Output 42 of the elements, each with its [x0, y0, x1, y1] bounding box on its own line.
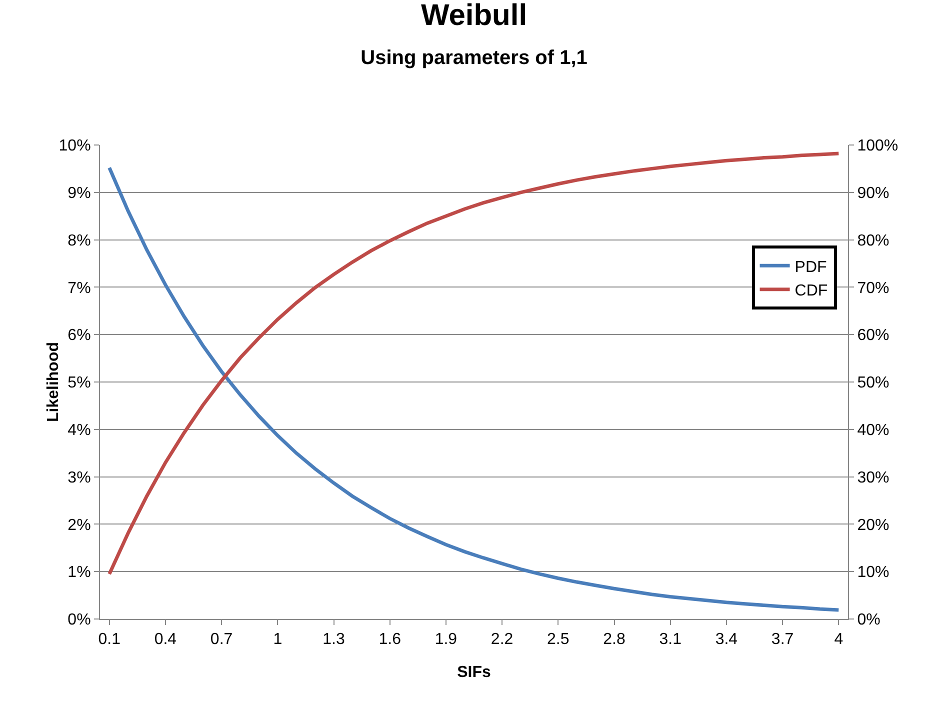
x-tick-label: 3.1	[659, 631, 682, 648]
y2-tick-label: 80%	[857, 232, 890, 250]
x-tick-label: 0.7	[210, 631, 233, 648]
y2-tick-label: 10%	[857, 564, 890, 582]
y-tick-label: 0%	[68, 612, 91, 629]
y-tick-label: 10%	[58, 138, 91, 155]
chart-title: Weibull	[420, 0, 528, 32]
y2-tick-label: 60%	[857, 327, 890, 344]
chart-subtitle: Using parameters of 1,1	[360, 46, 588, 69]
x-tick-label: 2.8	[603, 631, 626, 648]
y-tick-label: 9%	[68, 185, 91, 202]
y-axis-title: Likelihood	[45, 342, 62, 422]
y2-tick-label: 20%	[857, 516, 890, 534]
y-tick-label: 4%	[68, 422, 91, 439]
y2-tick-label: 40%	[857, 422, 890, 439]
y-tick-label: 3%	[68, 469, 91, 486]
y2-tick-label: 90%	[857, 185, 890, 202]
x-tick-label: 4	[834, 631, 844, 648]
x-tick-label: 1.6	[378, 631, 402, 648]
x-tick-label: 0.4	[154, 631, 177, 648]
legend-label: PDF	[794, 258, 828, 276]
x-tick-label: 3.7	[771, 631, 794, 648]
x-tick-label: 3.4	[715, 631, 738, 648]
y2-tick-label: 100%	[857, 138, 898, 155]
y-tick-label: 1%	[68, 564, 91, 582]
legend-label: CDF	[794, 282, 828, 300]
x-axis-title: SIFs	[457, 664, 491, 681]
y2-tick-label: 70%	[857, 280, 890, 297]
x-tick-label: 1.9	[434, 631, 458, 648]
y2-tick-label: 0%	[857, 612, 880, 629]
x-tick-label: 1.3	[322, 631, 345, 648]
y-tick-label: 2%	[68, 516, 91, 534]
x-tick-label: 2.2	[490, 631, 514, 648]
y2-tick-label: 50%	[857, 374, 890, 392]
y-tick-label: 7%	[68, 280, 91, 297]
y-tick-label: 8%	[68, 232, 91, 250]
x-tick-label: 1	[273, 631, 282, 648]
y-tick-label: 6%	[68, 327, 91, 344]
x-tick-label: 2.5	[547, 631, 570, 648]
y2-tick-label: 30%	[857, 469, 890, 486]
x-tick-label: 0.1	[98, 631, 121, 648]
y-tick-label: 5%	[68, 374, 91, 392]
